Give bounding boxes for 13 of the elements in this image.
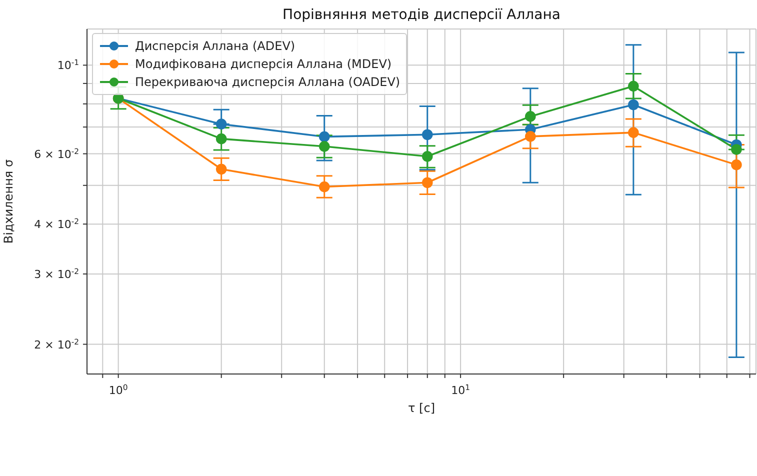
legend-label: Модифікована дисперсія Аллана (MDEV): [135, 57, 392, 71]
y-tick-label: 6 × 10$^{-2}$: [34, 146, 80, 161]
x-tick-label: 10$^{0}$: [108, 382, 128, 397]
y-tick-label: 10$^{-1}$: [57, 58, 80, 72]
y-tick-label: 4 × 10$^{-2}$: [34, 216, 80, 232]
y-tick-label: 3 × 10$^{-2}$: [34, 266, 80, 281]
y-tick-label: 2 × 10$^{-2}$: [34, 336, 80, 352]
chart-title: Порівняння методів дисперсії Аллана: [282, 7, 562, 23]
x-axis-title: τ [c]: [408, 401, 435, 415]
y-axis-title: Відхилення σ: [1, 159, 16, 244]
x-tick-label: 10$^{1}$: [451, 382, 470, 397]
legend-label: Перекриваюча дисперсія Аллана (OADEV): [135, 75, 400, 89]
legend-label: Дисперсія Аллана (ADEV): [135, 39, 296, 53]
